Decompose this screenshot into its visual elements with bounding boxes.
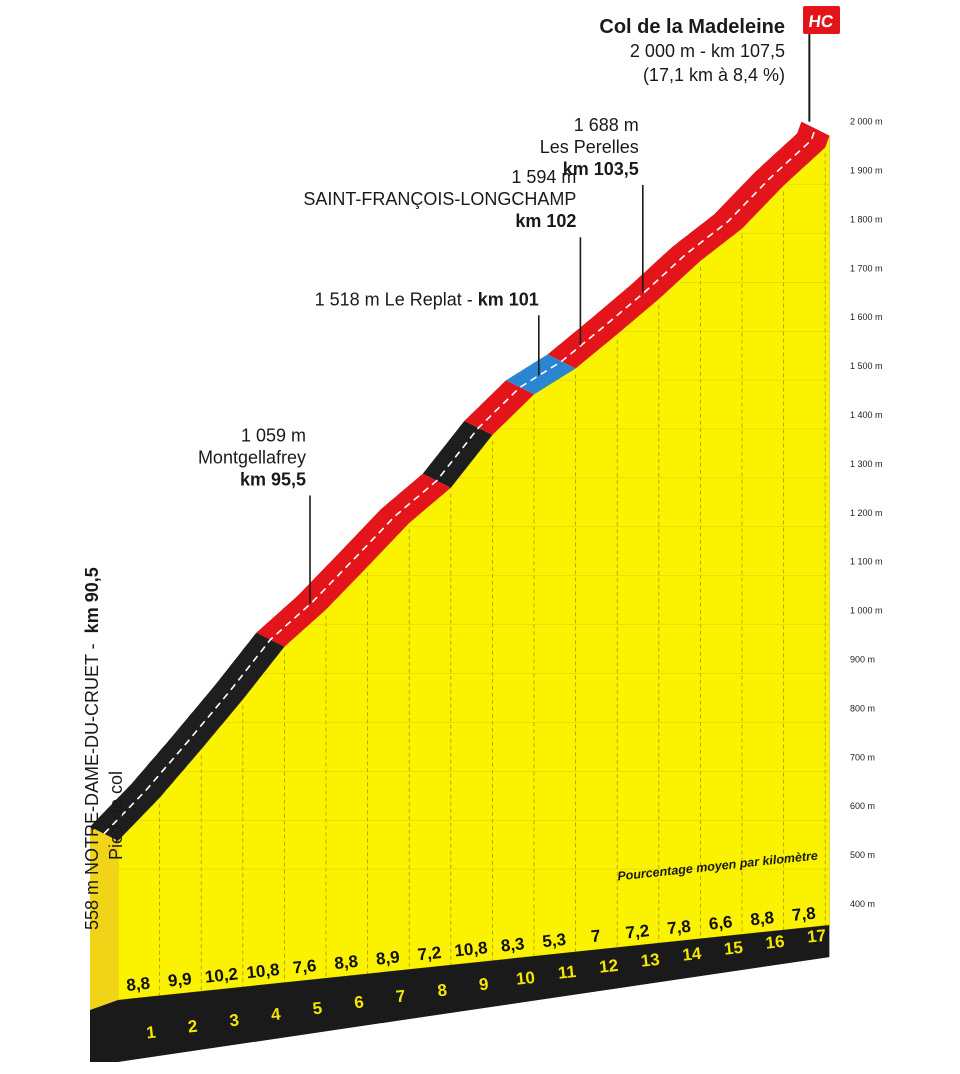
gradient-label: 10,8: [454, 938, 489, 960]
km-label: 2: [187, 1017, 198, 1037]
annotation-line: Les Perelles: [540, 137, 639, 157]
annotation-text: 1 518 m Le Replat - km 101: [315, 289, 539, 309]
km-label: 1: [145, 1023, 156, 1043]
km-label: 3: [229, 1011, 240, 1031]
km-label: 5: [312, 998, 323, 1018]
altitude-tick-label: 700 m: [850, 752, 875, 762]
profile-left-side: [90, 826, 118, 1010]
altitude-tick-label: 1 700 m: [850, 263, 883, 273]
gradient-label: 7: [590, 926, 601, 946]
gradient-label: 7,8: [791, 904, 816, 925]
gradient-label: 8,3: [500, 934, 525, 955]
summit-altitude-km: 2 000 m - km 107,5: [630, 41, 785, 61]
profile-base-band: [90, 925, 830, 1062]
km-label: 7: [395, 986, 406, 1006]
gradient-label: 10,8: [246, 960, 281, 982]
gradient-labels: 8,8 9,9 10,2 10,8 7,6 8,8 8,9 7,2 10,8 8,3 5,3 7 7,2…: [125, 904, 816, 995]
gradient-label: 5,3: [541, 930, 566, 951]
gradient-label: 10,2: [204, 964, 239, 986]
altitude-tick-label: 2 000 m: [850, 117, 883, 127]
altitude-tick-label: 900 m: [850, 655, 875, 665]
altitude-tick-label: 1 400 m: [850, 410, 883, 420]
km-label: 4: [270, 1004, 282, 1024]
km-label: 11: [557, 962, 577, 983]
km-grid-lines: [118, 153, 830, 996]
gradient-segment: [256, 473, 451, 647]
altitude-tick-label: 1 000 m: [850, 606, 883, 616]
gradient-label: 9,9: [167, 969, 192, 990]
annotation-km: km 95,5: [240, 469, 306, 489]
km-label: 6: [353, 992, 364, 1012]
km-label: 15: [723, 938, 744, 959]
altitude-tick-label: 1 100 m: [850, 557, 883, 567]
start-km: km 90,5: [82, 567, 102, 633]
gradient-label: 7,6: [292, 956, 317, 977]
hc-badge-label: HC: [807, 12, 834, 31]
altitude-tick-label: 800 m: [850, 703, 875, 713]
altitude-tick-label: 1 600 m: [850, 312, 883, 322]
gradient-segment: [547, 121, 830, 369]
altitude-tick-label: 1 800 m: [850, 214, 883, 224]
hc-flag: HC: [803, 6, 840, 122]
km-labels: 1 2 3 4 5 6 7 8 9 10 11 12 13 14 15 16 17: [145, 926, 827, 1043]
altitude-tick-label: 1 300 m: [850, 459, 883, 469]
altitude-tick-label: 1 200 m: [850, 508, 883, 518]
km-label: 16: [765, 932, 786, 953]
gradient-label: 8,8: [749, 908, 774, 929]
km-label: 12: [598, 956, 619, 977]
annotation-km: km 102: [515, 211, 576, 231]
annotation-line: 1 688 m: [574, 115, 639, 135]
altitude-tick-label: 400 m: [850, 899, 875, 909]
altitude-tick-label: 1 500 m: [850, 361, 883, 371]
gradient-label: 8,8: [125, 974, 150, 995]
annotation-line: 1 594 m: [511, 167, 576, 187]
gradient-label: 7,2: [417, 943, 442, 964]
km-label: 10: [515, 968, 536, 989]
km-label: 14: [681, 944, 702, 965]
gradient-label: 6,6: [708, 912, 733, 933]
altitude-axis: 400 m 500 m 600 m 700 m 800 m 900 m 1 000 m 1 1…: [850, 117, 883, 909]
hc-badge: [803, 6, 840, 34]
summit-name: Col de la Madeleine: [599, 16, 785, 38]
gradient-label: 8,8: [333, 952, 358, 973]
start-location: 558 m NOTRE-DAME-DU-CRUET -: [82, 643, 102, 930]
start-foot-of-climb: Pied de col: [106, 771, 126, 860]
km-label: 8: [437, 980, 448, 1000]
km-label: 13: [640, 950, 661, 971]
km-label: 17: [806, 926, 827, 947]
gradient-segment: [90, 632, 285, 841]
km-label: 9: [478, 974, 489, 994]
altitude-tick-label: 1 900 m: [850, 166, 883, 176]
summit-length-gradient: (17,1 km à 8,4 %): [643, 65, 785, 85]
annotation-place: 1 518 m Le Replat -: [315, 289, 478, 309]
gradient-label: 8,9: [375, 947, 400, 968]
annotation-km: km 101: [478, 289, 539, 309]
gradient-label: 7,8: [666, 917, 691, 938]
pass-annotation: 1 518 m Le Replat - km 101: [315, 289, 540, 376]
gradient-label: 7,2: [625, 921, 650, 942]
start-label: 558 m NOTRE-DAME-DU-CRUET - km 90,5: [82, 567, 102, 930]
annotation-km: km 103,5: [563, 159, 639, 179]
annotation-line: Montgellafrey: [198, 447, 306, 467]
altitude-tick-label: 500 m: [850, 850, 875, 860]
annotation-line: 1 059 m: [241, 425, 306, 445]
altitude-tick-label: 600 m: [850, 801, 875, 811]
annotation-line: SAINT-FRANÇOIS-LONGCHAMP: [303, 189, 576, 209]
